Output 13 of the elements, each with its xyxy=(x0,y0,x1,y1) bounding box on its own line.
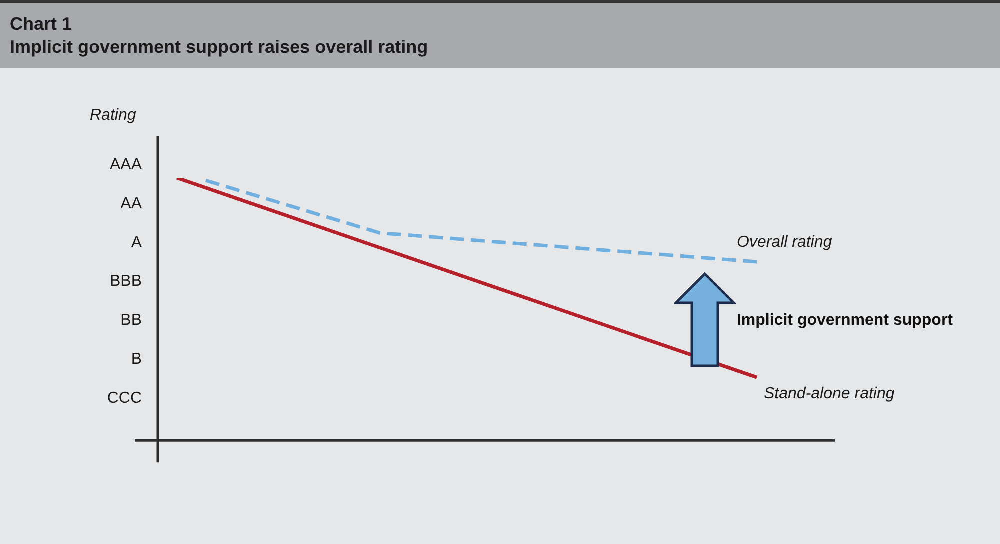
text: BBB xyxy=(110,273,142,290)
text: BB xyxy=(120,312,142,330)
chart-title: Chart 1 xyxy=(10,13,74,36)
text: AA xyxy=(120,195,142,212)
text: CCC xyxy=(107,390,142,408)
annotation: Implicit government support xyxy=(736,311,954,331)
series-label: Overall rating xyxy=(737,234,832,252)
series-label: Stand-alone rating xyxy=(764,386,895,403)
text: B xyxy=(131,351,142,368)
text: A xyxy=(131,234,142,252)
text: AAA xyxy=(110,156,142,174)
y-axis-title: Rating xyxy=(90,107,136,124)
chart-subtitle: Implicit government support raises overall rating xyxy=(10,36,430,59)
